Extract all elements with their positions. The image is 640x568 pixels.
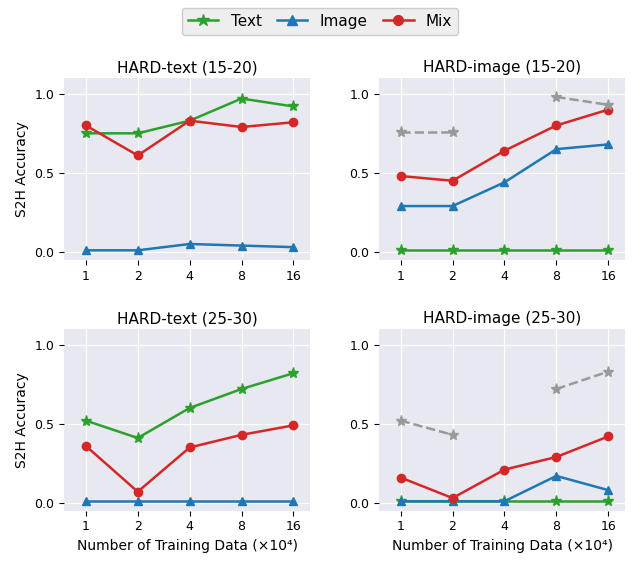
Y-axis label: S2H Accuracy: S2H Accuracy xyxy=(15,121,29,217)
X-axis label: Number of Training Data (×10⁴): Number of Training Data (×10⁴) xyxy=(392,539,612,553)
Title: HARD-image (15-20): HARD-image (15-20) xyxy=(423,60,581,76)
Title: HARD-text (25-30): HARD-text (25-30) xyxy=(117,311,258,327)
Title: HARD-text (15-20): HARD-text (15-20) xyxy=(117,60,257,76)
Y-axis label: S2H Accuracy: S2H Accuracy xyxy=(15,372,29,467)
Legend: Text, Image, Mix: Text, Image, Mix xyxy=(182,7,458,35)
Title: HARD-image (25-30): HARD-image (25-30) xyxy=(423,311,581,327)
X-axis label: Number of Training Data (×10⁴): Number of Training Data (×10⁴) xyxy=(77,539,298,553)
